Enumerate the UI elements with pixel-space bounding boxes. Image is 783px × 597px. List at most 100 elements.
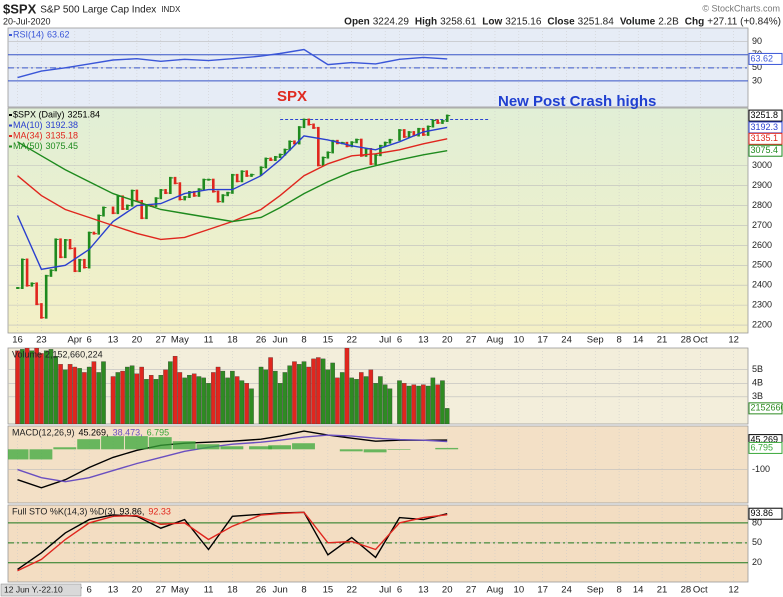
legend-value: 6.795 <box>147 427 170 437</box>
volume-bar <box>249 388 254 424</box>
y-tick-label: 2800 <box>752 200 772 210</box>
y-tick-label: 50 <box>752 537 762 547</box>
x-tick-label: 21 <box>657 585 668 596</box>
x-tick-label: 28 <box>681 585 692 596</box>
price-bar <box>231 173 234 194</box>
y-tick-label: 2500 <box>752 260 772 270</box>
histogram-bar <box>172 441 196 450</box>
price-bar <box>240 170 244 183</box>
volume-bar <box>101 361 106 424</box>
x-tick-label: 24 <box>561 335 572 346</box>
volume-bar <box>397 380 402 424</box>
exchange: INDX <box>161 5 181 14</box>
value-box-label: 2152660 <box>751 403 783 413</box>
volume-bar <box>63 369 68 424</box>
value-box <box>748 402 783 415</box>
x-tick-label: 12 <box>728 335 739 346</box>
price-bar <box>235 173 239 183</box>
price-bar <box>331 139 334 154</box>
legend-value: 45.269, <box>79 427 109 437</box>
volume-bar <box>444 408 450 424</box>
x-tick-label: 8 <box>616 335 621 346</box>
x-tick-label: 22 <box>346 585 357 596</box>
volume-bar <box>292 361 297 424</box>
quote-value: 3251.84 <box>578 17 615 28</box>
legend-swatch <box>9 34 12 36</box>
quote: Open 3224.29 High 3258.61 Low 3215.16 Close 325… <box>344 17 781 28</box>
price-bar <box>307 118 311 126</box>
price-bar <box>417 127 420 137</box>
volume-bar <box>206 383 211 424</box>
price-bar <box>402 129 406 138</box>
volume-bar <box>91 361 97 424</box>
volume-bar <box>344 348 350 424</box>
quote-label: Close <box>547 17 575 28</box>
x-tick-label: Sep <box>587 335 604 346</box>
value-box-label: 3075.4 <box>751 145 779 155</box>
price-bar <box>192 191 196 197</box>
volume-bar <box>182 377 187 424</box>
volume-bar <box>191 373 197 424</box>
price-bar <box>111 206 115 215</box>
price-bar <box>297 126 301 145</box>
price-bar <box>293 140 296 145</box>
volume-bar <box>163 369 168 424</box>
price-bar <box>355 138 358 144</box>
price-bar <box>169 176 172 195</box>
volume-bar <box>258 366 264 424</box>
price-bar <box>259 166 263 176</box>
x-tick-label: 26 <box>256 335 267 346</box>
legend-name: MA(50) <box>13 141 43 151</box>
volume-bar <box>354 379 359 424</box>
value-box <box>748 132 783 145</box>
price-bar <box>197 188 201 197</box>
volume-bar <box>421 384 426 424</box>
price-bar <box>159 189 163 200</box>
price-bar <box>374 154 377 165</box>
x-tick-label: 8 <box>616 585 621 596</box>
symbol: $SPX <box>3 1 37 16</box>
price-bar <box>398 129 401 141</box>
price-bar <box>126 204 129 210</box>
volume-bar <box>58 364 63 424</box>
y-tick-label: 50 <box>752 62 762 72</box>
price-bar <box>302 118 306 129</box>
histogram-bar <box>363 449 387 453</box>
price-bar <box>364 148 368 157</box>
price-bar <box>245 170 249 177</box>
volume-bar <box>139 366 144 424</box>
series-line <box>17 48 448 79</box>
price-bar <box>283 148 287 156</box>
price-bar <box>68 239 72 250</box>
histogram-bar <box>124 436 148 450</box>
value-box <box>748 52 783 65</box>
y-tick-label: 5B <box>752 364 763 374</box>
legend-swatch <box>9 135 12 137</box>
price-bar <box>436 119 439 124</box>
volume-bar <box>39 353 44 424</box>
volume-bar <box>72 366 78 424</box>
volume-bar <box>15 350 20 424</box>
x-tick-label: 15 <box>323 335 334 346</box>
volume-bar <box>244 383 249 424</box>
x-tick-label: 13 <box>418 335 429 346</box>
volume-bar <box>225 377 230 424</box>
annotation: SPX <box>277 88 307 105</box>
volume-bar <box>301 361 307 424</box>
x-tick-label: 28 <box>681 335 692 346</box>
series-line <box>17 141 448 223</box>
volume-bar <box>440 380 445 424</box>
price-bar <box>369 148 373 165</box>
quote-label: Chg <box>685 17 704 28</box>
value-box <box>748 109 783 122</box>
price-bar <box>21 258 24 289</box>
price-bar <box>431 119 435 128</box>
histogram-bar <box>249 446 272 450</box>
value-box <box>748 507 783 520</box>
price-bar <box>140 199 143 220</box>
volume-bar <box>215 366 221 424</box>
x-tick-label: 20 <box>132 585 143 596</box>
price-bar <box>216 190 220 203</box>
volume-bar <box>382 384 388 424</box>
